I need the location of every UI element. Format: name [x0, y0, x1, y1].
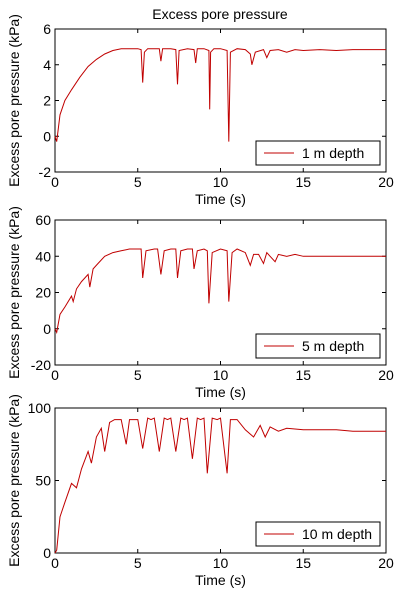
x-tick-label: 20: [378, 174, 394, 190]
y-tick-label: 2: [43, 93, 51, 109]
x-axis-label: Time (s): [195, 384, 246, 400]
series-line-1: [54, 48, 386, 142]
x-tick-label: 15: [295, 174, 311, 190]
legend: 10 m depth: [255, 521, 381, 547]
figure-title: Excess pore pressure: [152, 6, 288, 22]
x-axis-label: Time (s): [195, 572, 246, 588]
y-tick-label: 0: [43, 321, 51, 337]
subplot-3: 0 5 10 15 20 0 50 100 Time (s) Excess pore pressu…: [6, 394, 394, 588]
y-tick-label: -20: [31, 357, 51, 373]
x-tick-label: 10: [213, 555, 229, 571]
x-tick-label: 10: [213, 174, 229, 190]
y-tick-label: 20: [35, 285, 51, 301]
legend: 5 m depth: [255, 333, 381, 359]
series-line-1: [54, 248, 386, 335]
x-tick-label: 15: [295, 367, 311, 383]
legend-label: 1 m depth: [302, 145, 364, 161]
y-tick-label: 4: [43, 57, 51, 73]
y-tick-label: 40: [35, 248, 51, 264]
y-axis-label: Excess pore pressure (kPa): [6, 394, 22, 567]
x-tick-label: 5: [134, 367, 142, 383]
legend: 1 m depth: [255, 140, 381, 166]
x-tick-label: 15: [295, 555, 311, 571]
legend-label: 5 m depth: [302, 338, 364, 354]
x-tick-label: 5: [134, 174, 142, 190]
x-tick-label: 5: [134, 555, 142, 571]
legend-label: 10 m depth: [302, 526, 372, 542]
y-tick-label: 0: [43, 128, 51, 144]
x-tick-label: 10: [213, 367, 229, 383]
series-line-1: [54, 417, 386, 554]
x-tick-label: 0: [51, 555, 59, 571]
y-tick-label: 6: [43, 21, 51, 37]
y-axis-label: Excess pore pressure (kPa): [6, 206, 22, 379]
y-tick-label: 0: [43, 545, 51, 561]
x-tick-label: 20: [378, 367, 394, 383]
y-tick-label: 100: [28, 400, 52, 416]
x-tick-label: 20: [378, 555, 394, 571]
y-axis-label: Excess pore pressure (kPa): [6, 14, 22, 187]
y-tick-label: 50: [35, 473, 51, 489]
x-tick-label: 0: [51, 174, 59, 190]
y-tick-label: -2: [39, 164, 52, 180]
x-tick-label: 0: [51, 367, 59, 383]
y-tick-label: 60: [35, 212, 51, 228]
x-axis-label: Time (s): [195, 191, 246, 207]
